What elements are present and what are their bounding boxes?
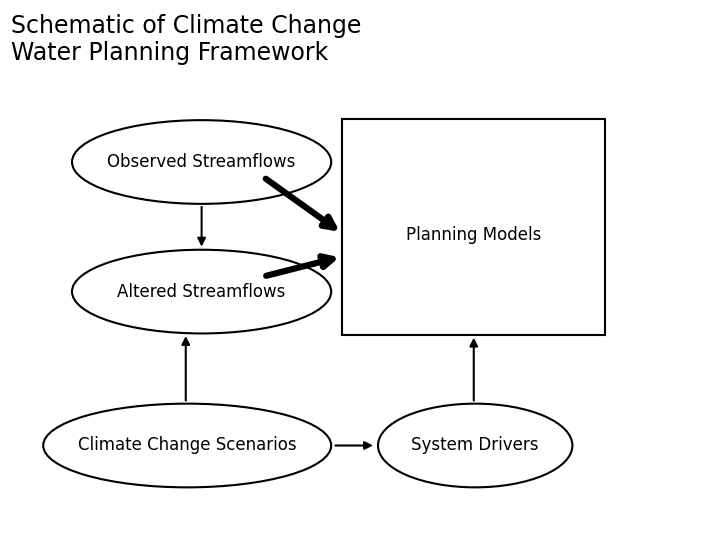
Bar <box>342 119 605 335</box>
Text: Observed Streamflows: Observed Streamflows <box>107 153 296 171</box>
Text: Climate Change Scenarios: Climate Change Scenarios <box>78 436 297 455</box>
Text: Altered Streamflows: Altered Streamflows <box>117 282 286 301</box>
Text: System Drivers: System Drivers <box>411 436 539 455</box>
Text: Planning Models: Planning Models <box>406 226 541 244</box>
Text: Schematic of Climate Change
Water Planning Framework: Schematic of Climate Change Water Planni… <box>11 14 361 65</box>
